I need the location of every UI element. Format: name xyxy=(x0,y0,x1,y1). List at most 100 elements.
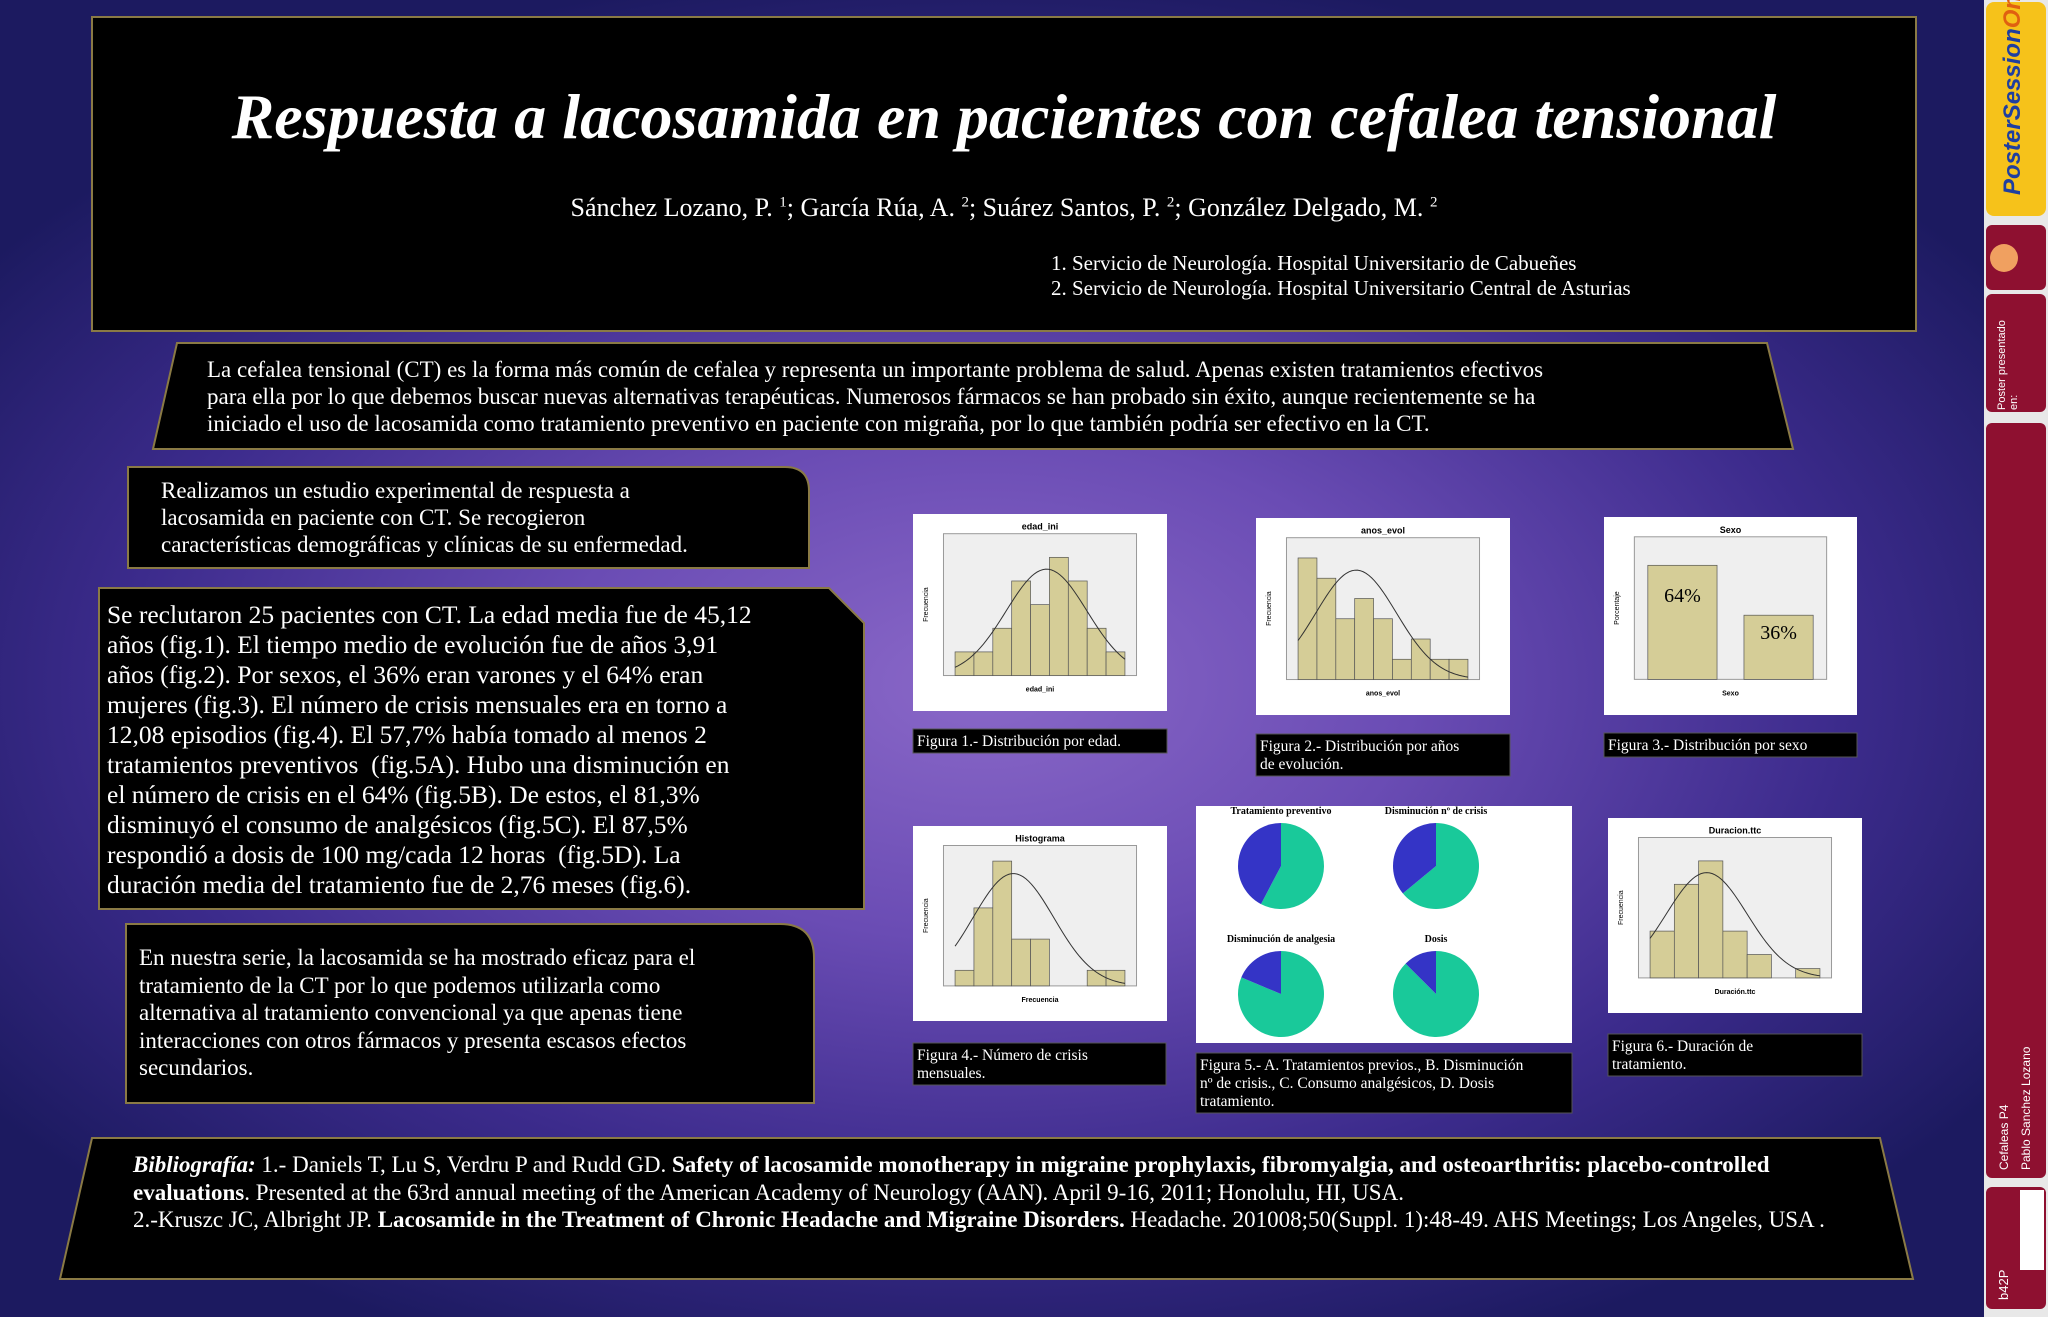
text-line: respondió a dosis de 100 mg/cada 12 hora… xyxy=(107,840,681,869)
text-line: En nuestra serie, la lacosamida se ha mo… xyxy=(139,945,696,970)
histogram-bar xyxy=(1105,651,1126,676)
histogram-bar xyxy=(1698,860,1724,979)
text-line: 12,08 episodios (fig.4). El 57,7% había … xyxy=(107,720,707,749)
pie-title: Disminución nº de crisis xyxy=(1385,806,1488,817)
poster-code: b42P xyxy=(1996,1270,2011,1300)
affiliation: 1. Servicio de Neurología. Hospital Univ… xyxy=(1051,251,1577,275)
figure-title: Sexo xyxy=(1720,525,1742,535)
histogram-bar xyxy=(1673,883,1699,979)
reference-authors: 1.- Daniels T, Lu S, Verdru P and Rudd G… xyxy=(255,1152,672,1177)
methods-box xyxy=(127,466,810,569)
results-box xyxy=(98,587,865,910)
text-line: La cefalea tensional (CT) es la forma má… xyxy=(207,357,1544,382)
text-line: tratamiento de la CT por lo que podemos … xyxy=(139,972,661,998)
presented-block xyxy=(1986,294,2046,412)
brand-part: Session xyxy=(1999,28,2026,120)
histogram-bar xyxy=(1448,658,1469,680)
text-line: Realizamos un estudio experimental de re… xyxy=(161,478,630,503)
pie-slice xyxy=(1260,823,1324,909)
caption-box xyxy=(1195,1052,1573,1114)
text-line: disminuyó el consumo de analgésicos (fig… xyxy=(107,810,688,839)
text-line: mujeres (fig.3). El número de crisis men… xyxy=(107,690,728,719)
text-line: años (fig.1). El tiempo medio de evoluci… xyxy=(107,630,719,659)
pie-title: Tratamiento preventivo xyxy=(1230,806,1331,817)
value-label: 36% xyxy=(1760,622,1797,644)
histogram-bar xyxy=(1049,556,1069,676)
title: Respuesta a lacosamida en pacientes con … xyxy=(231,81,1777,152)
affiliation: 2. Servicio de Neurología. Hospital Univ… xyxy=(1051,276,1631,300)
session-block xyxy=(1986,423,2046,1178)
results-text: Se reclutaron 25 pacientes con CT. La ed… xyxy=(107,600,752,900)
brand: PosterSessionOnline xyxy=(1999,0,2026,195)
text-line: tratamientos preventivos (fig.5A). Hubo … xyxy=(107,750,730,779)
figure-caption: tratamiento. xyxy=(1200,1093,1274,1110)
reference-source: Headache. 201008;50(Suppl. 1):48-49. AHS… xyxy=(1124,1207,1825,1232)
pie-slice xyxy=(1237,823,1281,905)
logo xyxy=(1990,244,2018,272)
histogram-bar xyxy=(1392,658,1412,680)
affiliations: 1. Servicio de Neurología. Hospital Univ… xyxy=(1051,251,1631,301)
text-line: interacciones con otros fármacos y prese… xyxy=(139,1027,687,1053)
y-axis-label: Frecuencia xyxy=(923,898,930,933)
session-name: Cefaleas P4 xyxy=(1997,1104,2011,1170)
text-line: lacosamida en paciente con CT. Se recogi… xyxy=(161,505,586,530)
pie-slice xyxy=(1405,951,1436,994)
reference-title: Lacosamide in the Treatment of Chronic H… xyxy=(377,1207,1125,1232)
histogram-bar xyxy=(1722,930,1748,979)
bibliography-box xyxy=(58,1137,1915,1280)
text-line: características demográficas y clínicas … xyxy=(161,532,688,557)
bar xyxy=(1743,614,1814,680)
presented-wrap: Poster presentado en: xyxy=(1996,320,2020,410)
histogram-bar xyxy=(954,969,975,987)
author-affiliation: 1 xyxy=(779,194,787,211)
histogram-bar xyxy=(973,651,994,676)
histogram-bar xyxy=(992,860,1013,987)
author: Sánchez Lozano, P. xyxy=(570,193,780,222)
brand-part: Poster xyxy=(1999,119,2026,195)
reference-source: . Presented at the 63rd annual meeting o… xyxy=(244,1179,1404,1205)
figure-caption: Figura 3.- Distribución por sexo xyxy=(1608,737,1808,754)
histogram-bar xyxy=(992,627,1013,676)
caption-box xyxy=(912,1042,1167,1086)
x-axis-label: edad_ini xyxy=(1026,687,1054,694)
author-affiliation: 2 xyxy=(961,194,969,211)
text-line: secundarios. xyxy=(139,1055,254,1080)
histogram-bar xyxy=(1354,598,1374,680)
conclusion-box xyxy=(125,923,815,1104)
title-box xyxy=(91,16,1917,332)
figure-title: anos_evol xyxy=(1361,526,1405,536)
caption-box xyxy=(912,728,1168,754)
author: ; González Delgado, M. xyxy=(1174,193,1430,222)
text-line: años (fig.2). Por sexos, el 36% eran var… xyxy=(107,660,704,689)
figure-caption: Figura 4.- Número de crisis xyxy=(917,1047,1088,1064)
normal-curve xyxy=(954,568,1126,668)
brand-block xyxy=(1986,2,2046,216)
author: ; García Rúa, A. xyxy=(786,193,962,222)
y-axis-label: Porcentaje xyxy=(1614,591,1621,625)
caption-box xyxy=(1607,1033,1863,1077)
authors: Sánchez Lozano, P. 1; García Rúa, A. 2; … xyxy=(92,193,1916,223)
reference-authors: 2.-Kruszc JC, Albright JP. xyxy=(133,1207,378,1232)
figure-caption: Figura 6.- Duración de xyxy=(1612,1038,1753,1055)
brand-part: Online xyxy=(1999,0,2026,28)
conclusion-text: En nuestra serie, la lacosamida se ha mo… xyxy=(139,944,695,1082)
figure-title: edad_ini xyxy=(1022,522,1059,532)
author-affiliation: 2 xyxy=(1166,194,1175,211)
barcode xyxy=(2020,1190,2044,1270)
histogram-bar xyxy=(1335,618,1356,680)
caption-box xyxy=(1255,733,1511,777)
reference: 2.-Kruszc JC, Albright JP. Lacosamide in… xyxy=(133,1206,1843,1234)
histogram-bar xyxy=(1030,938,1050,987)
histogram-bar xyxy=(973,907,994,987)
text-line: iniciado el uso de lacosamida como trata… xyxy=(207,411,1430,436)
figure-caption: Figura 1.- Distribución por edad. xyxy=(917,733,1121,750)
bar xyxy=(1647,564,1718,680)
histogram-bar xyxy=(1067,580,1088,676)
x-axis-label: Sexo xyxy=(1722,690,1739,697)
histogram-bar xyxy=(1030,604,1050,676)
histogram-bar xyxy=(1011,580,1031,676)
figure-caption: Figura 2.- Distribución por años xyxy=(1260,738,1459,755)
figure-caption: nº de crisis., C. Consumo analgésicos, D… xyxy=(1200,1075,1494,1092)
normal-curve xyxy=(1649,872,1821,977)
